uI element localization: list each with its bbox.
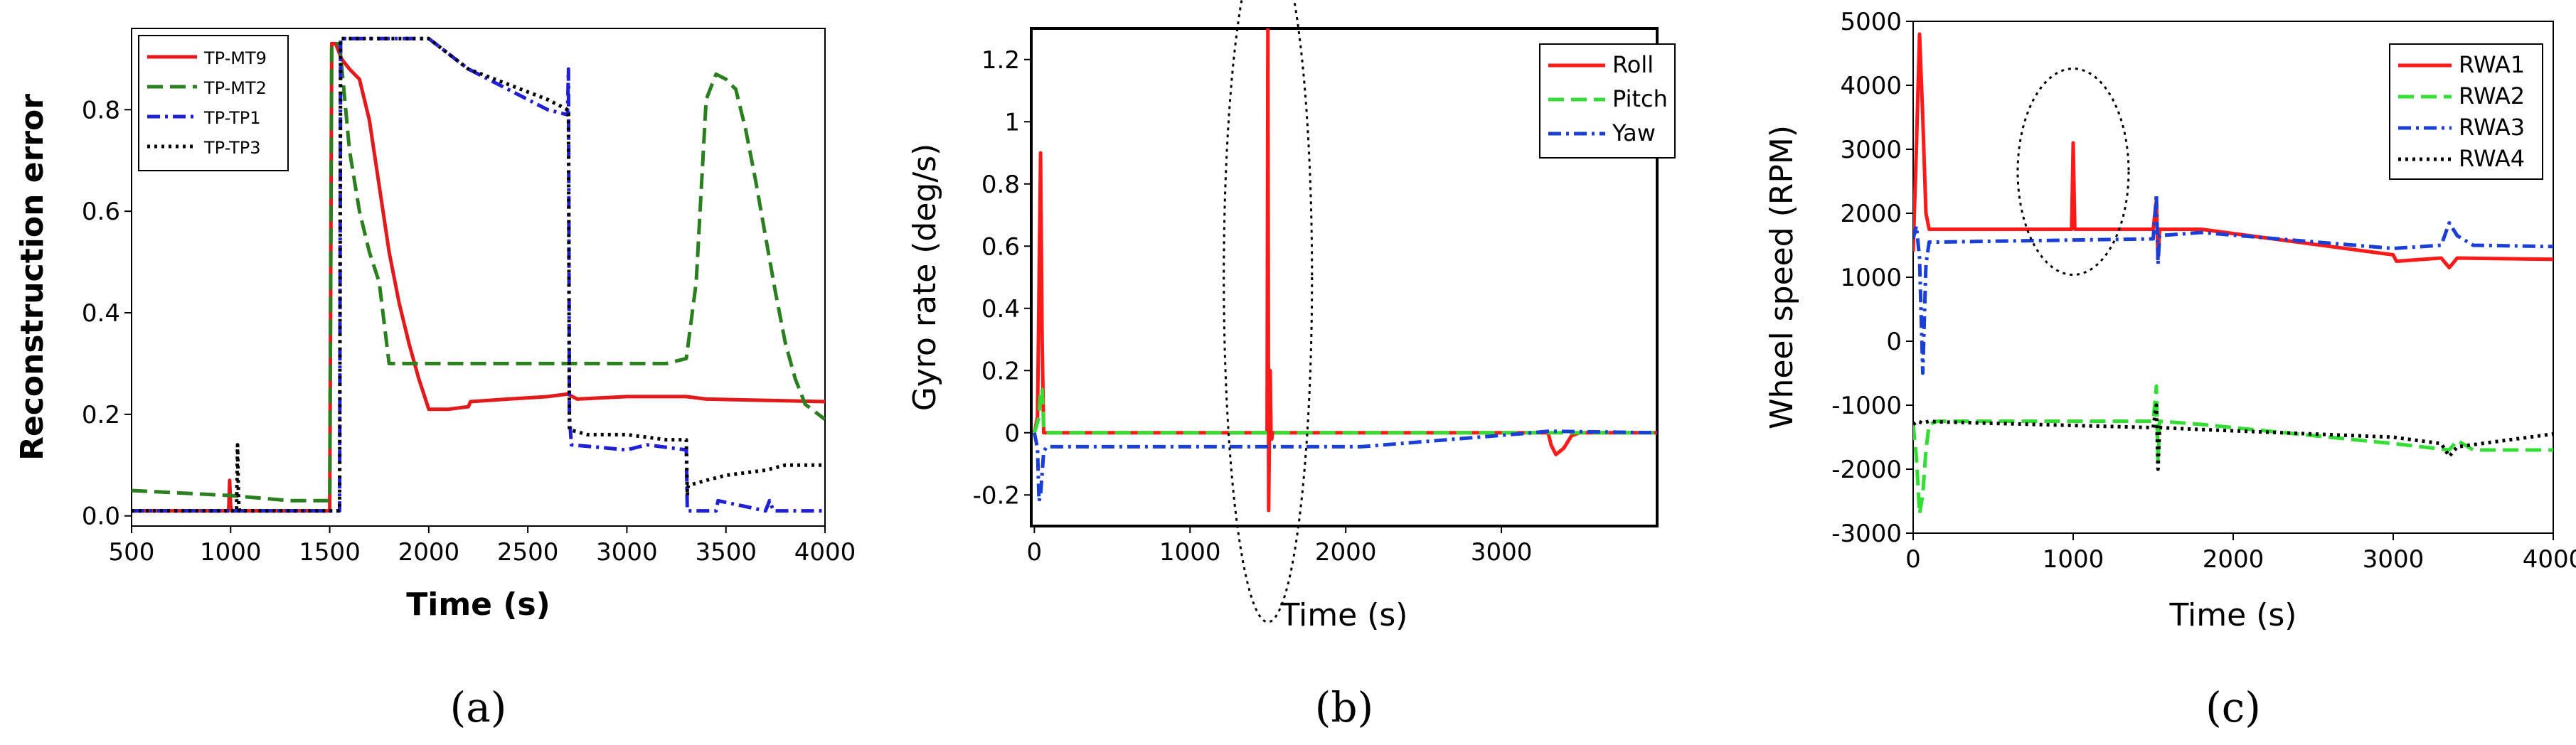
x-axis-label: Time (s) xyxy=(1280,597,1408,633)
y-tick-label: 0.8 xyxy=(82,96,120,124)
y-tick-label: 0.6 xyxy=(82,198,120,226)
legend-label: Yaw xyxy=(1612,119,1656,146)
y-tick-label: 3000 xyxy=(1840,136,1902,164)
x-tick-label: 1000 xyxy=(1159,538,1221,567)
y-tick-label: 0.4 xyxy=(981,295,1020,323)
legend-label: Pitch xyxy=(1612,85,1668,112)
series-group xyxy=(1032,28,1657,513)
y-tick-label: 0.2 xyxy=(82,401,120,429)
chart-caption: (c) xyxy=(2205,683,2261,731)
highlight-ellipse xyxy=(1223,0,1314,623)
series-line-tp-tp1 xyxy=(132,36,825,513)
y-tick-label: 0.0 xyxy=(82,503,120,531)
legend-label: TP-TP1 xyxy=(203,108,260,128)
series-line-rwa1 xyxy=(1913,32,2553,269)
y-tick-label: 0.4 xyxy=(82,299,120,328)
chart-caption: (b) xyxy=(1315,683,1373,731)
y-tick-label: 0.6 xyxy=(981,232,1020,261)
legend-label: RWA1 xyxy=(2459,51,2525,78)
y-tick-label: -3000 xyxy=(1831,520,1902,548)
chart-1: 500 1000 1500 2000 2500 3000 3500 4000 0.0 0.2 0.4… xyxy=(14,28,856,731)
y-tick-label: 5000 xyxy=(1840,8,1902,36)
legend-label: Roll xyxy=(1612,51,1654,78)
y-tick-label: 0 xyxy=(1886,328,1902,356)
legend-label: RWA2 xyxy=(2459,82,2525,109)
x-tick-label: 2000 xyxy=(398,538,460,567)
y-tick-label: -2000 xyxy=(1831,456,1902,484)
x-tick-label: 500 xyxy=(109,538,155,567)
x-tick-label: 3000 xyxy=(1471,538,1533,567)
legend: TP-MT9 TP-MT2 TP-TP1 TP-TP3 xyxy=(138,35,289,171)
series-line-yaw xyxy=(1032,429,1657,503)
y-tick-label: -0.2 xyxy=(973,481,1020,510)
y-tick-label: 1000 xyxy=(1840,264,1902,292)
y-tick-label: 0.2 xyxy=(981,357,1020,385)
y-tick-label: -1000 xyxy=(1831,392,1902,420)
legend: RWA1 RWA2 RWA3 RWA4 xyxy=(2389,43,2543,180)
x-tick-label: 4000 xyxy=(794,538,856,567)
x-axis-label: Time (s) xyxy=(406,586,550,623)
x-axis-label: Time (s) xyxy=(2169,597,2297,633)
chart-caption: (a) xyxy=(450,683,507,731)
x-tick-label: 3000 xyxy=(596,538,658,567)
series-line-rwa3 xyxy=(1913,192,2553,375)
legend-label: TP-TP3 xyxy=(203,138,260,158)
x-tick-label: 2000 xyxy=(2203,545,2264,574)
y-tick-label: 0.8 xyxy=(981,171,1020,199)
x-tick-label: 0 xyxy=(1027,538,1043,567)
y-tick-label: 0 xyxy=(1004,419,1020,448)
legend-label: TP-MT2 xyxy=(203,78,267,98)
y-axis-label: Reconstruction error xyxy=(14,94,50,461)
series-group xyxy=(132,36,825,513)
series-group xyxy=(1913,32,2553,516)
y-tick-label: 2000 xyxy=(1840,200,1902,228)
x-tick-label: 2000 xyxy=(1315,538,1377,567)
y-axis-label: Wheel speed (RPM) xyxy=(1764,125,1800,429)
x-tick-label: 0 xyxy=(1905,545,1921,574)
legend-label: RWA4 xyxy=(2459,145,2525,172)
series-line-roll xyxy=(1032,28,1657,513)
series-line-tp-mt2 xyxy=(132,41,825,503)
x-tick-label: 1000 xyxy=(200,538,262,567)
series-line-rwa4 xyxy=(1913,403,2553,471)
x-tick-label: 1000 xyxy=(2043,545,2104,574)
x-tick-label: 4000 xyxy=(2523,545,2576,574)
x-tick-label: 3000 xyxy=(2363,545,2425,574)
series-line-rwa2 xyxy=(1913,384,2553,516)
series-line-pitch xyxy=(1033,387,1657,435)
legend: Roll Pitch Yaw xyxy=(1539,43,1676,159)
x-tick-label: 3500 xyxy=(695,538,757,567)
y-tick-label: 4000 xyxy=(1840,72,1902,100)
x-tick-label: 1500 xyxy=(299,538,361,567)
legend-label: TP-MT9 xyxy=(203,48,267,68)
x-tick-label: 2500 xyxy=(497,538,559,567)
chart-3: 0 1000 2000 3000 4000 -3000 -2000 -1000 0 1000 200… xyxy=(1764,8,2576,731)
y-tick-label: 1 xyxy=(1004,108,1020,136)
highlight-ellipse xyxy=(2016,68,2130,276)
y-axis-label: Gyro rate (deg/s) xyxy=(907,144,943,412)
legend-label: RWA3 xyxy=(2459,114,2525,141)
y-tick-label: 1.2 xyxy=(981,46,1020,75)
